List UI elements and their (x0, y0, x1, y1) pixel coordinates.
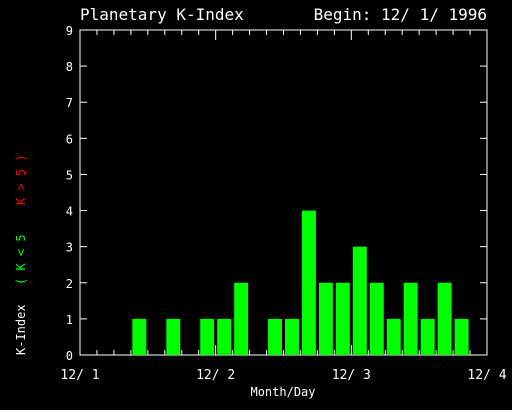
x-axis: 12/ 1 12/ 2 12/ 3 12/ 4 (60, 30, 507, 383)
x-tick-label: 12/ 4 (467, 368, 506, 383)
begin-date: Begin: 12/ 1/ 1996 (314, 5, 487, 24)
y-axis: 0 1 2 3 4 5 6 7 8 9 (66, 24, 487, 363)
k-index-bar (335, 282, 350, 355)
k-index-bar (318, 282, 333, 355)
y-legend-low: ( K < 5 (14, 234, 28, 285)
k-index-bar (166, 318, 181, 355)
y-tick-label: 8 (66, 60, 73, 74)
k-index-bar (420, 318, 435, 355)
k-index-bar (454, 318, 469, 355)
k-index-bar (403, 282, 418, 355)
k-index-bar (352, 246, 367, 355)
y-axis-label-group: K-Index ( K < 5 K > 5 ) (14, 154, 28, 355)
x-tick-label: 12/ 1 (60, 368, 99, 383)
y-tick-label: 1 (66, 313, 73, 327)
k-index-bar (217, 318, 232, 355)
k-index-bar (132, 318, 147, 355)
k-index-bar (200, 318, 215, 355)
y-tick-label: 4 (66, 205, 73, 219)
x-tick-label: 12/ 2 (196, 368, 235, 383)
k-index-bar (437, 282, 452, 355)
x-tick-label: 12/ 3 (332, 368, 371, 383)
y-tick-label: 7 (66, 96, 73, 110)
k-index-bar (234, 282, 249, 355)
k-index-bar (386, 318, 401, 355)
y-axis-label: K-Index (14, 304, 28, 355)
y-tick-label: 5 (66, 168, 73, 182)
y-tick-label: 3 (66, 241, 73, 255)
x-axis-label: Month/Day (250, 385, 315, 399)
y-tick-label: 9 (66, 24, 73, 38)
y-tick-label: 2 (66, 277, 73, 291)
k-index-bar (301, 210, 316, 355)
k-index-bar (369, 282, 384, 355)
y-tick-label: 6 (66, 132, 73, 146)
plot-frame (79, 29, 488, 356)
y-legend-high: K > 5 ) (14, 154, 28, 205)
y-tick-label: 0 (66, 349, 73, 363)
bars (132, 210, 469, 355)
chart-title: Planetary K-Index (80, 5, 244, 24)
k-index-bar (285, 318, 299, 355)
k-index-bar (268, 318, 282, 355)
